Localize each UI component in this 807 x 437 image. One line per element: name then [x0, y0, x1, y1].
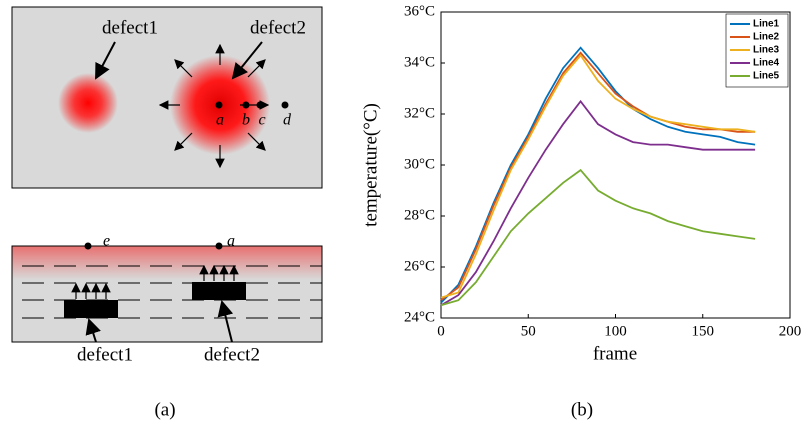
- series-line: [440, 168, 756, 307]
- side-view: [11, 245, 323, 343]
- pointer: [95, 41, 116, 80]
- defect-label: defect2: [250, 17, 306, 38]
- x-tick-label: 200: [779, 323, 802, 339]
- x-tick-label: 0: [437, 323, 445, 339]
- y-tick-label: 24°C: [404, 309, 435, 325]
- y-tick-label: 28°C: [404, 207, 435, 223]
- point-label: d: [283, 112, 292, 129]
- x-axis-label: frame: [593, 343, 637, 364]
- point-label: e: [103, 233, 110, 250]
- point-label: c: [258, 112, 265, 129]
- series-line: [440, 99, 756, 307]
- panel-a: a b c d defect1 defect2 e a defect1 defe…: [11, 6, 323, 420]
- defect-label: defect2: [204, 344, 260, 365]
- series-line: [440, 53, 756, 299]
- point-label: a: [216, 112, 224, 129]
- series-line: [440, 51, 756, 301]
- legend-label: Line1: [753, 19, 780, 30]
- point: [84, 242, 92, 250]
- series-line: [440, 46, 756, 304]
- pointer: [217, 300, 234, 343]
- y-tick-label: 26°C: [404, 258, 435, 274]
- defect-label: defect1: [102, 17, 158, 38]
- caption: (a): [154, 399, 175, 420]
- caption: (b): [571, 399, 593, 420]
- y-axis-label: temperature(°C): [360, 103, 381, 227]
- pointer: [85, 318, 101, 343]
- point-label: a: [227, 233, 235, 250]
- defect1-spot: [58, 73, 118, 133]
- chart: (b) frame temperature(°C) 0 50 100 150 200 24…: [360, 3, 801, 420]
- legend-label: Line3: [753, 45, 780, 56]
- defect-label: defect1: [77, 344, 133, 365]
- point: [215, 242, 223, 250]
- x-tick-label: 100: [604, 323, 627, 339]
- legend-label: Line4: [753, 58, 780, 69]
- defect2-block: [192, 282, 246, 300]
- y-tick-label: 36°C: [404, 3, 435, 19]
- point-label: b: [242, 112, 250, 129]
- x-tick-label: 150: [692, 323, 715, 339]
- x-tick-label: 50: [521, 323, 536, 339]
- points: [215, 101, 289, 109]
- heat-arrows: [71, 264, 239, 299]
- y-tick-label: 30°C: [404, 156, 435, 172]
- legend-label: Line2: [753, 32, 780, 43]
- defect1-block: [64, 300, 118, 318]
- pointer: [231, 41, 263, 80]
- y-tick-label: 32°C: [404, 105, 435, 121]
- y-tick-label: 34°C: [404, 54, 435, 70]
- legend-label: Line5: [753, 71, 780, 82]
